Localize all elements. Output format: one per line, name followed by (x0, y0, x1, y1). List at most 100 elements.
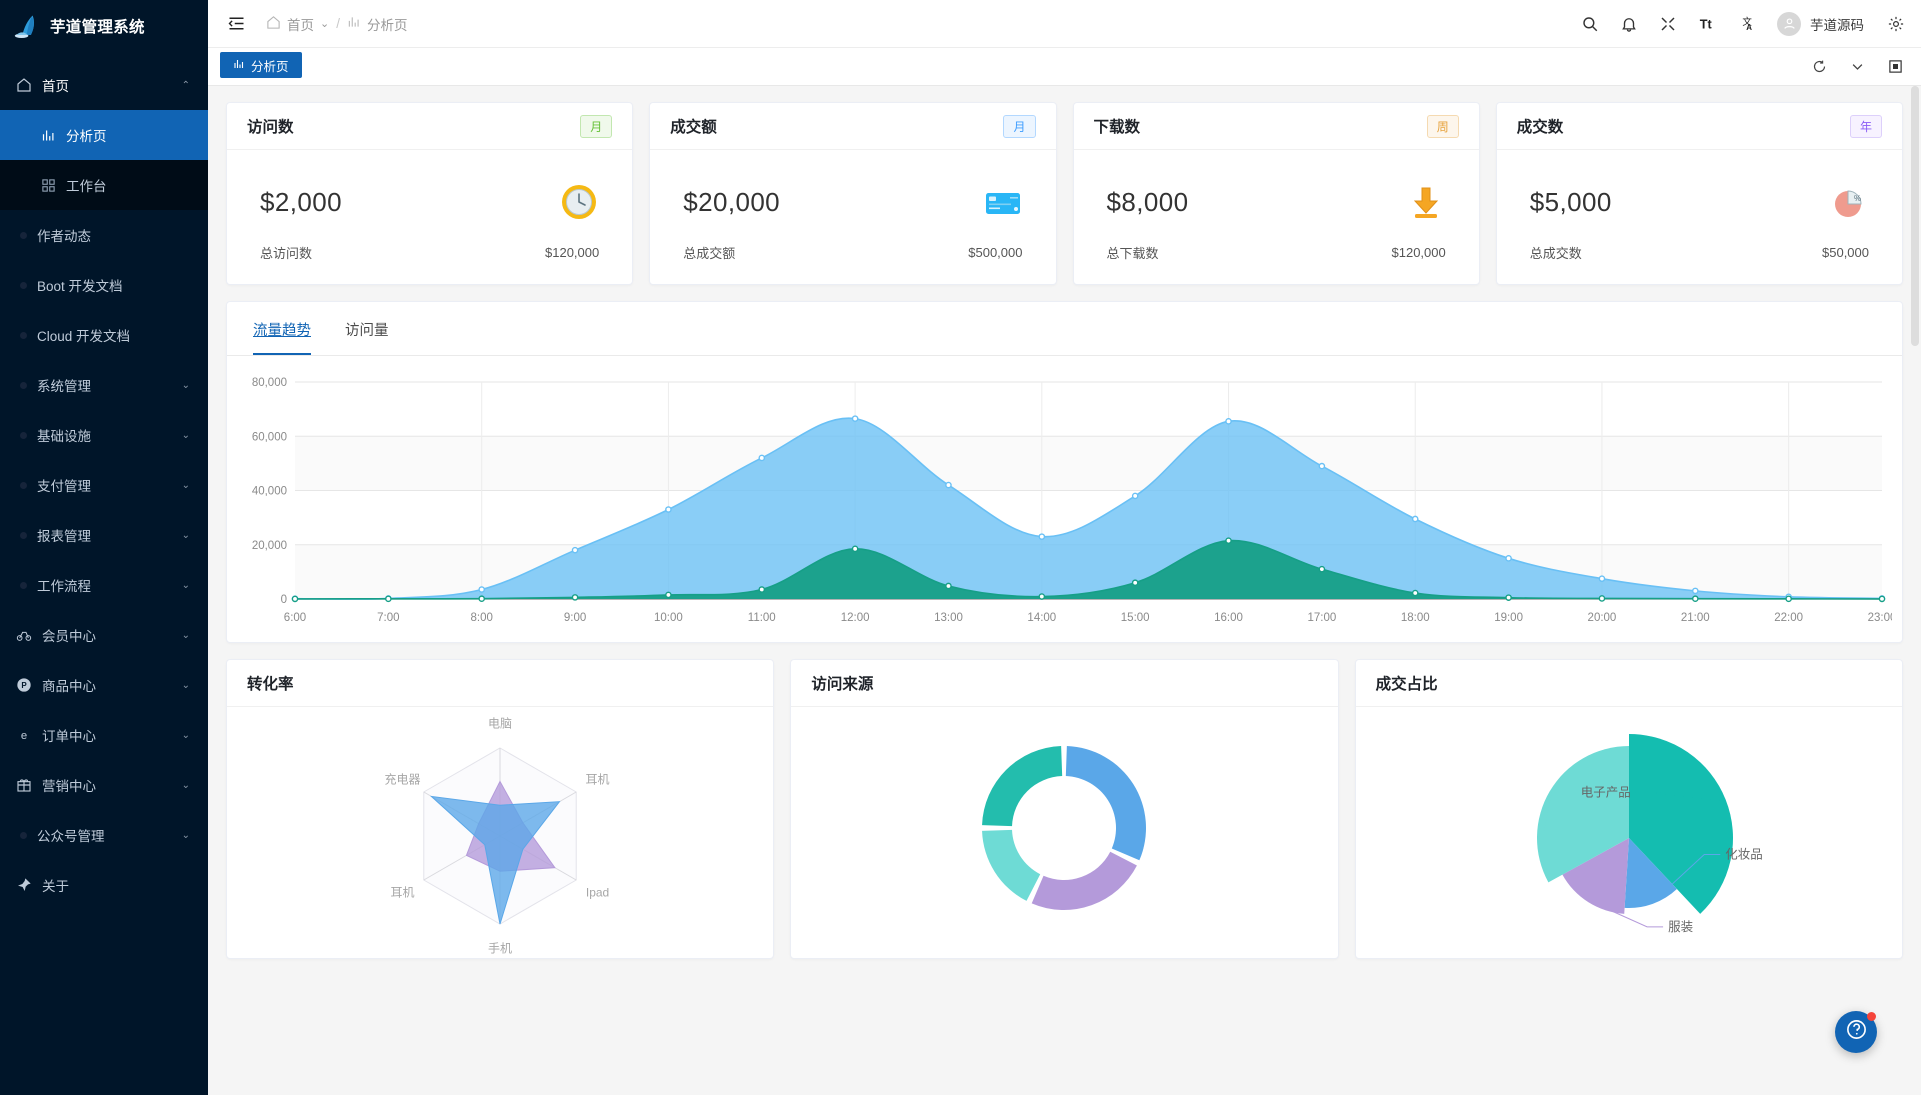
sidebar-item-system[interactable]: 系统管理 ⌄ (0, 360, 208, 410)
stat-value: $5,000 (1529, 186, 1612, 217)
user-avatar-icon (1777, 11, 1801, 36)
sidebar-item-cloud-docs[interactable]: Cloud 开发文档 (0, 310, 208, 360)
stat-main: $20,000 (683, 177, 1022, 227)
svg-text:14:00: 14:00 (1027, 612, 1056, 624)
share-card: 成交占比 化妆品 电子产品 服装 (1354, 659, 1903, 959)
svg-text:文: 文 (1742, 16, 1752, 28)
status-badge[interactable]: 周 (1426, 114, 1459, 138)
dot-icon (20, 581, 27, 589)
svg-text:20,000: 20,000 (252, 540, 287, 552)
menu-fold-icon[interactable] (226, 13, 248, 35)
gear-icon[interactable] (1886, 14, 1905, 33)
chevron-down-icon: ⌄ (320, 18, 330, 30)
status-badge[interactable]: 年 (1849, 114, 1882, 138)
sidebar-item-home[interactable]: 首页 ⌃ (0, 60, 208, 110)
sidebar-item-label: 首页 (42, 79, 69, 94)
card-title: 访问数 (247, 119, 294, 136)
card-title: 访问来源 (811, 676, 874, 693)
trend-card: 流量趋势 访问量 0 20,000 40,000 60,000 80,000 6:00 7:… (226, 301, 1903, 643)
sidebar-item-member[interactable]: 会员中心 ⌄ (0, 610, 208, 660)
sidebar-item-about[interactable]: 关于 (0, 860, 208, 910)
stat-footer: 总成交额 $500,000 (683, 243, 1022, 262)
help-circle-icon (1845, 1018, 1868, 1046)
tab-label: 访问量 (345, 323, 389, 339)
dot-icon (20, 531, 27, 539)
sidebar-logo[interactable]: 芋道管理系统 (0, 2, 208, 50)
chevron-down-icon: ⌄ (181, 579, 190, 591)
tab-analysis[interactable]: 分析页 (220, 52, 302, 78)
fullscreen-icon[interactable] (1658, 14, 1677, 33)
svg-text:耳机: 耳机 (586, 773, 610, 787)
sidebar-item-workbench[interactable]: 工作台 (0, 160, 208, 210)
svg-text:40,000: 40,000 (252, 486, 287, 498)
svg-text:60,000: 60,000 (252, 431, 287, 443)
dot-icon (20, 231, 27, 239)
sidebar-item-boot-docs[interactable]: Boot 开发文档 (0, 260, 208, 310)
sidebar-item-order[interactable]: e 订单中心 ⌄ (0, 710, 208, 760)
topbar: 首页 ⌄ / 分析页 (208, 0, 1921, 48)
font-size-icon[interactable]: Tt (1697, 14, 1716, 33)
page-scrollbar[interactable] (1911, 86, 1919, 346)
main-area: 首页 ⌄ / 分析页 (208, 0, 1921, 1095)
sidebar-item-workflow[interactable]: 工作流程 ⌄ (0, 560, 208, 610)
svg-text:6:00: 6:00 (284, 612, 306, 624)
chevron-down-icon[interactable] (1849, 59, 1865, 75)
grid-icon (40, 177, 56, 193)
sidebar-item-payment[interactable]: 支付管理 ⌄ (0, 460, 208, 510)
breadcrumb-home-label: 首页 (287, 17, 314, 33)
sidebar-item-marketing[interactable]: 营销中心 ⌄ (0, 760, 208, 810)
visit-source-donut-chart[interactable] (914, 708, 1214, 958)
search-icon[interactable] (1580, 14, 1599, 33)
sidebar-item-product[interactable]: P 商品中心 ⌄ (0, 660, 208, 710)
chevron-down-icon: ⌄ (181, 379, 190, 391)
card-header: 访问来源 (791, 660, 1338, 707)
sidebar-item-mp[interactable]: 公众号管理 ⌄ (0, 810, 208, 860)
chevron-down-icon: ⌄ (181, 729, 190, 741)
username-label: 芋道源码 (1810, 17, 1864, 33)
svg-text:8:00: 8:00 (471, 612, 493, 624)
card-header: 转化率 (227, 660, 774, 707)
sidebar-menu: 首页 ⌃ 分析页 工作台 作者动态 (0, 60, 208, 910)
stat-card-downloads: 下载数 周 $8,000 (1072, 102, 1480, 285)
sidebar-item-author-news[interactable]: 作者动态 (0, 210, 208, 260)
refresh-icon[interactable] (1811, 59, 1827, 75)
stat-value: $20,000 (683, 186, 781, 217)
stat-card-orders: 成交数 年 $5,000 % (1495, 102, 1903, 285)
svg-text:11:00: 11:00 (748, 612, 776, 624)
breadcrumb-home[interactable]: 首页 ⌄ (266, 14, 329, 34)
sidebar-item-infra[interactable]: 基础设施 ⌄ (0, 410, 208, 460)
tab-visits[interactable]: 访问量 (345, 302, 389, 355)
sidebar-item-label: 商品中心 (42, 679, 96, 694)
maximize-icon[interactable] (1887, 59, 1903, 75)
user-menu[interactable]: 芋道源码 (1777, 11, 1864, 36)
tab-label: 分析页 (251, 59, 289, 74)
svg-text:Tt: Tt (1700, 17, 1713, 31)
traffic-trend-chart[interactable]: 0 20,000 40,000 60,000 80,000 6:00 7:00 8:00 9:0… (247, 366, 1897, 631)
card-title: 成交额 (670, 119, 717, 136)
chevron-down-icon: ⌄ (181, 779, 190, 791)
sidebar-item-analysis[interactable]: 分析页 (0, 110, 208, 160)
tab-label: 流量趋势 (253, 323, 311, 339)
sidebar-item-report[interactable]: 报表管理 ⌄ (0, 510, 208, 560)
status-badge[interactable]: 月 (580, 114, 613, 138)
dot-icon (20, 831, 27, 839)
sail-logo-icon (14, 13, 41, 40)
status-badge[interactable]: 月 (1003, 114, 1036, 138)
stat-main: $2,000 (260, 177, 599, 227)
stat-foot-label: 总成交额 (683, 246, 736, 261)
tab-traffic-trend[interactable]: 流量趋势 (253, 302, 311, 355)
card-title: 转化率 (247, 676, 294, 693)
svg-text:10:00: 10:00 (654, 612, 683, 624)
stat-value: $2,000 (260, 186, 342, 217)
stat-foot-label: 总访问数 (260, 246, 313, 261)
help-fab-button[interactable] (1835, 1011, 1877, 1053)
stat-footer: 总下载数 $120,000 (1107, 243, 1446, 262)
svg-text:22:00: 22:00 (1774, 612, 1803, 624)
bell-icon[interactable] (1619, 14, 1638, 33)
stat-cards-row: 访问数 月 $2,000 (226, 102, 1903, 285)
chevron-down-icon: ⌄ (181, 479, 190, 491)
stat-value: $8,000 (1106, 186, 1189, 217)
